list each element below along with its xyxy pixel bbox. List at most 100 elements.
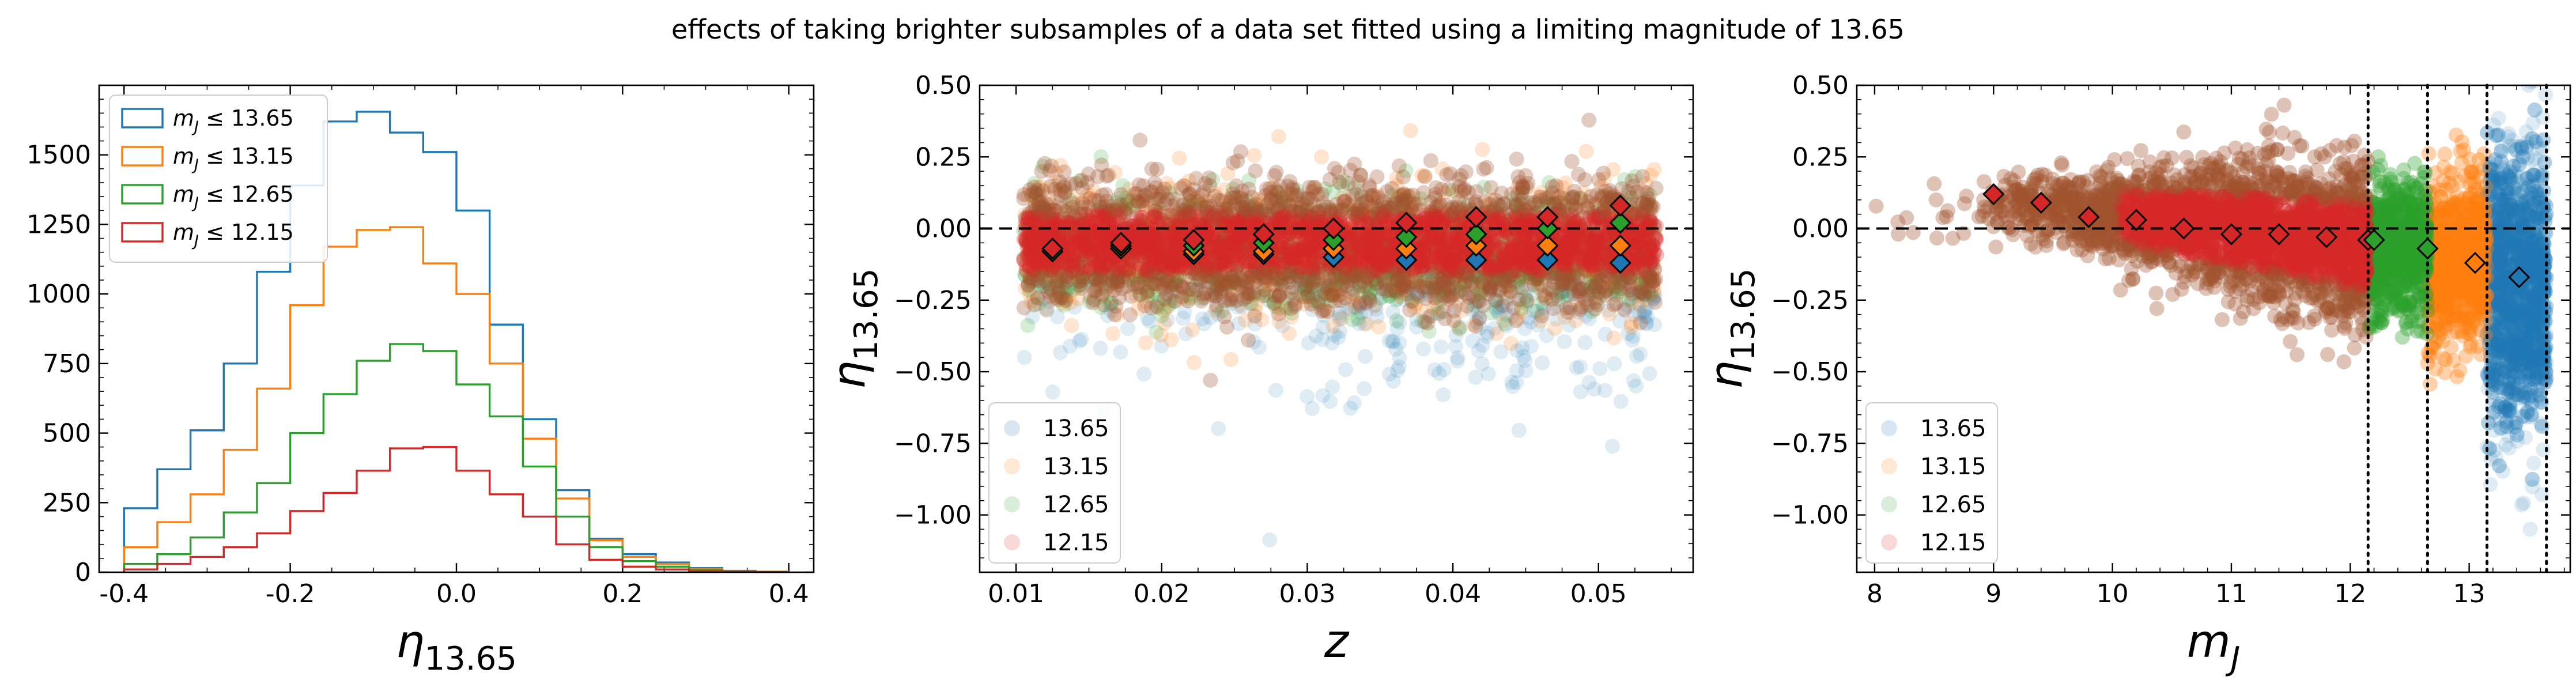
point bbox=[1315, 332, 1330, 347]
point bbox=[1417, 169, 1433, 184]
point bbox=[1631, 288, 1647, 303]
point bbox=[1448, 327, 1464, 343]
point bbox=[1535, 289, 1551, 304]
point bbox=[1161, 209, 1176, 224]
point bbox=[1415, 223, 1430, 239]
point bbox=[1136, 367, 1152, 382]
point bbox=[1094, 269, 1110, 285]
point bbox=[1136, 253, 1152, 269]
point bbox=[1432, 281, 1448, 296]
point bbox=[1436, 281, 1451, 297]
point bbox=[1632, 299, 1648, 314]
point bbox=[1453, 247, 1469, 263]
point bbox=[1041, 294, 1057, 309]
point bbox=[1038, 301, 1053, 316]
point bbox=[1589, 268, 1605, 284]
point bbox=[1517, 281, 1533, 297]
point bbox=[1384, 271, 1400, 286]
point bbox=[1450, 350, 1465, 365]
point bbox=[1389, 291, 1405, 307]
point bbox=[1154, 338, 1169, 354]
point bbox=[1485, 273, 1501, 288]
point bbox=[1524, 243, 1540, 258]
point bbox=[1604, 439, 1620, 454]
point bbox=[1113, 344, 1128, 360]
point bbox=[1437, 270, 1452, 286]
point bbox=[1593, 237, 1609, 252]
point bbox=[1275, 318, 1290, 334]
point bbox=[1362, 291, 1377, 307]
point bbox=[1442, 264, 1457, 279]
point bbox=[1493, 344, 1509, 360]
point bbox=[1033, 279, 1048, 294]
point bbox=[1448, 299, 1463, 314]
point bbox=[1134, 213, 1149, 228]
point bbox=[1579, 273, 1595, 289]
point bbox=[1074, 248, 1089, 263]
point bbox=[1495, 298, 1510, 313]
point bbox=[1332, 324, 1348, 339]
point bbox=[1434, 214, 1450, 230]
point bbox=[1536, 300, 1551, 315]
point bbox=[1608, 284, 1624, 299]
point bbox=[1301, 268, 1316, 284]
point bbox=[1315, 280, 1330, 296]
point bbox=[1625, 328, 1641, 344]
point bbox=[1125, 273, 1140, 288]
point bbox=[1359, 296, 1375, 311]
point bbox=[1314, 149, 1329, 165]
point bbox=[1603, 278, 1619, 293]
point bbox=[1343, 301, 1358, 317]
point bbox=[1421, 309, 1436, 325]
point bbox=[1588, 235, 1603, 251]
point bbox=[1437, 250, 1452, 266]
point bbox=[1472, 320, 1488, 335]
point bbox=[1294, 278, 1309, 294]
point bbox=[1639, 316, 1655, 331]
point bbox=[1206, 255, 1221, 271]
point bbox=[1547, 321, 1563, 337]
point bbox=[1582, 273, 1598, 288]
point bbox=[1377, 277, 1393, 292]
point bbox=[1157, 315, 1172, 331]
point bbox=[1520, 257, 1535, 273]
point bbox=[1346, 239, 1362, 255]
point bbox=[1612, 313, 1627, 329]
point bbox=[1203, 309, 1218, 325]
point bbox=[1397, 286, 1413, 301]
point bbox=[1638, 315, 1654, 331]
point bbox=[1513, 262, 1529, 278]
point bbox=[1638, 292, 1653, 307]
point bbox=[1592, 253, 1607, 269]
point bbox=[1109, 260, 1125, 275]
point bbox=[1059, 283, 1075, 299]
point bbox=[1499, 318, 1514, 334]
point bbox=[1309, 328, 1324, 344]
point bbox=[1432, 278, 1448, 294]
point bbox=[1024, 230, 1040, 245]
x-tick-label: 0.01 bbox=[988, 579, 1044, 609]
point bbox=[1597, 285, 1612, 300]
point bbox=[1387, 266, 1403, 282]
point bbox=[1548, 311, 1564, 327]
point bbox=[1573, 384, 1588, 399]
point bbox=[1396, 292, 1412, 307]
point bbox=[1347, 299, 1363, 315]
point bbox=[1436, 387, 1451, 403]
point bbox=[1584, 286, 1599, 301]
point bbox=[1082, 213, 1098, 229]
point bbox=[1455, 284, 1470, 300]
point bbox=[1470, 304, 1486, 320]
point bbox=[1346, 268, 1362, 284]
point bbox=[1495, 259, 1510, 274]
point bbox=[1155, 253, 1170, 269]
point bbox=[1227, 240, 1242, 255]
point bbox=[1165, 285, 1180, 300]
point bbox=[1078, 226, 1094, 242]
point bbox=[1315, 319, 1331, 335]
point bbox=[1647, 288, 1663, 304]
point bbox=[1448, 239, 1464, 255]
point bbox=[1491, 306, 1507, 322]
point bbox=[1636, 274, 1652, 289]
point bbox=[1582, 311, 1597, 327]
